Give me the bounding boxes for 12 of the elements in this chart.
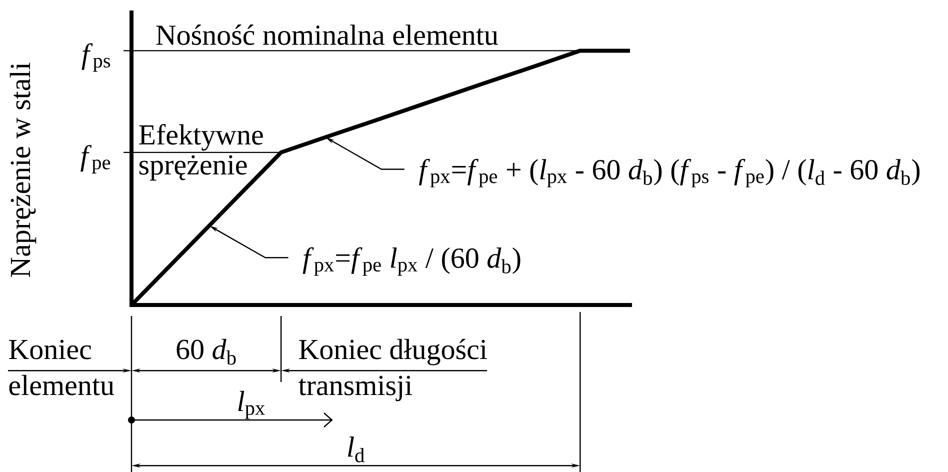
ref-line-label: f$_{ps}$: [82, 43, 110, 72]
text: Koniec elementu: [9, 340, 114, 396]
text: f$_{px}$=f$_{pe}$ + (l$_{px}$ - 60 d$_{b}$) (f$_{ps}$ - f$_{pe}$) / (l$_{d}$ - 60 d$_{b}$): [418, 158, 920, 188]
text: l$_{px}$: [238, 390, 265, 420]
y-axis-title: Naprężenie w stali: [10, 62, 36, 278]
text: Koniec długości transmisji: [298, 338, 487, 402]
ref-line-label: f$_{pe}$: [80, 145, 110, 174]
annotation: Efektywne sprężenie: [139, 124, 263, 181]
text: Nośność nominalna elementu: [156, 24, 498, 45]
text: 60 d$_{b}$: [176, 338, 236, 365]
text: f$_{px}$=f$_{pe}$ l$_{px}$ / (60 d$_{b}$): [302, 247, 520, 276]
text: l$_{d}$: [348, 436, 364, 462]
